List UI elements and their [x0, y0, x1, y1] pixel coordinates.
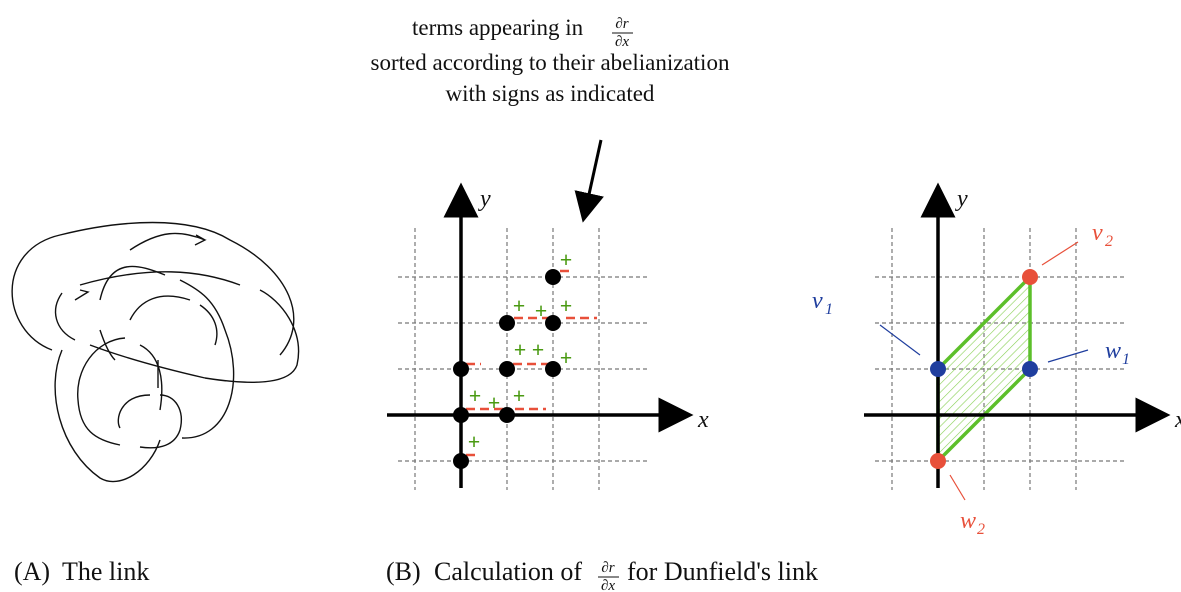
annotation-line: sorted according to their abelianization — [371, 50, 730, 75]
label-subscript: 1 — [825, 301, 833, 318]
right-plot: y x v 2 v 1 w 1 w 2 — [812, 186, 1181, 538]
label-subscript: 2 — [1105, 233, 1113, 250]
label-letter: w — [1105, 338, 1121, 364]
caption-tag: (B) — [386, 557, 421, 586]
plus: + — [513, 293, 526, 318]
vertex-label: v 2 — [1092, 220, 1113, 250]
plus: + — [532, 337, 545, 362]
label-letter: v — [812, 288, 823, 314]
caption: (B) Calculation of ∂r ∂x for Dunfield's … — [386, 557, 818, 592]
leader — [1042, 242, 1078, 265]
plus: + — [560, 247, 573, 272]
vertex-label: w 2 — [960, 508, 985, 538]
label-letter: v — [1092, 220, 1103, 246]
point — [499, 361, 515, 377]
point — [545, 269, 561, 285]
fraction-numerator: ∂r — [615, 16, 628, 32]
vertex — [930, 453, 946, 469]
label-subscript: 2 — [977, 521, 985, 538]
plus: + — [468, 429, 481, 454]
fraction-denominator: ∂x — [601, 578, 615, 592]
caption-text: Calculation of — [434, 557, 582, 586]
plus: + — [488, 390, 501, 415]
plus: + — [513, 383, 526, 408]
vertex-label: w 1 — [1105, 338, 1130, 368]
axis-label: x — [697, 407, 709, 433]
vertex-label: v 1 — [812, 288, 833, 318]
caption-tag: (A) — [14, 557, 50, 586]
plus: + — [514, 337, 527, 362]
axis-label: y — [478, 186, 491, 212]
arrow — [586, 140, 601, 208]
plus: + — [560, 293, 573, 318]
plus: + — [469, 383, 482, 408]
label-subscript: 1 — [1122, 351, 1130, 368]
fraction-numerator: ∂r — [601, 560, 614, 576]
caption-text: The link — [62, 557, 149, 586]
leader — [1048, 350, 1088, 362]
point — [545, 315, 561, 331]
point — [453, 361, 469, 377]
point — [453, 453, 469, 469]
vertex — [930, 361, 946, 377]
leader — [880, 325, 920, 355]
leader — [950, 475, 965, 500]
plus: + — [535, 298, 548, 323]
label-letter: w — [960, 508, 976, 534]
axis-label: x — [1174, 407, 1181, 433]
point — [499, 407, 515, 423]
annotation: terms appearing in ∂r ∂x sorted accordin… — [371, 15, 730, 208]
vertex — [1022, 269, 1038, 285]
caption-text: for Dunfield's link — [627, 557, 818, 586]
minus-signs — [466, 271, 597, 455]
left-plot: y x + + + + + + — [387, 186, 709, 490]
annotation-line: with signs as indicated — [446, 81, 655, 106]
point — [453, 407, 469, 423]
point — [545, 361, 561, 377]
caption: (A) The link — [14, 557, 149, 586]
annotation-line: terms appearing in — [412, 15, 584, 40]
plus: + — [560, 345, 573, 370]
knot-diagram — [12, 223, 298, 482]
vertex — [1022, 361, 1038, 377]
figure: terms appearing in ∂r ∂x sorted accordin… — [0, 0, 1181, 592]
axis-label: y — [955, 186, 968, 212]
fraction-denominator: ∂x — [615, 34, 629, 50]
